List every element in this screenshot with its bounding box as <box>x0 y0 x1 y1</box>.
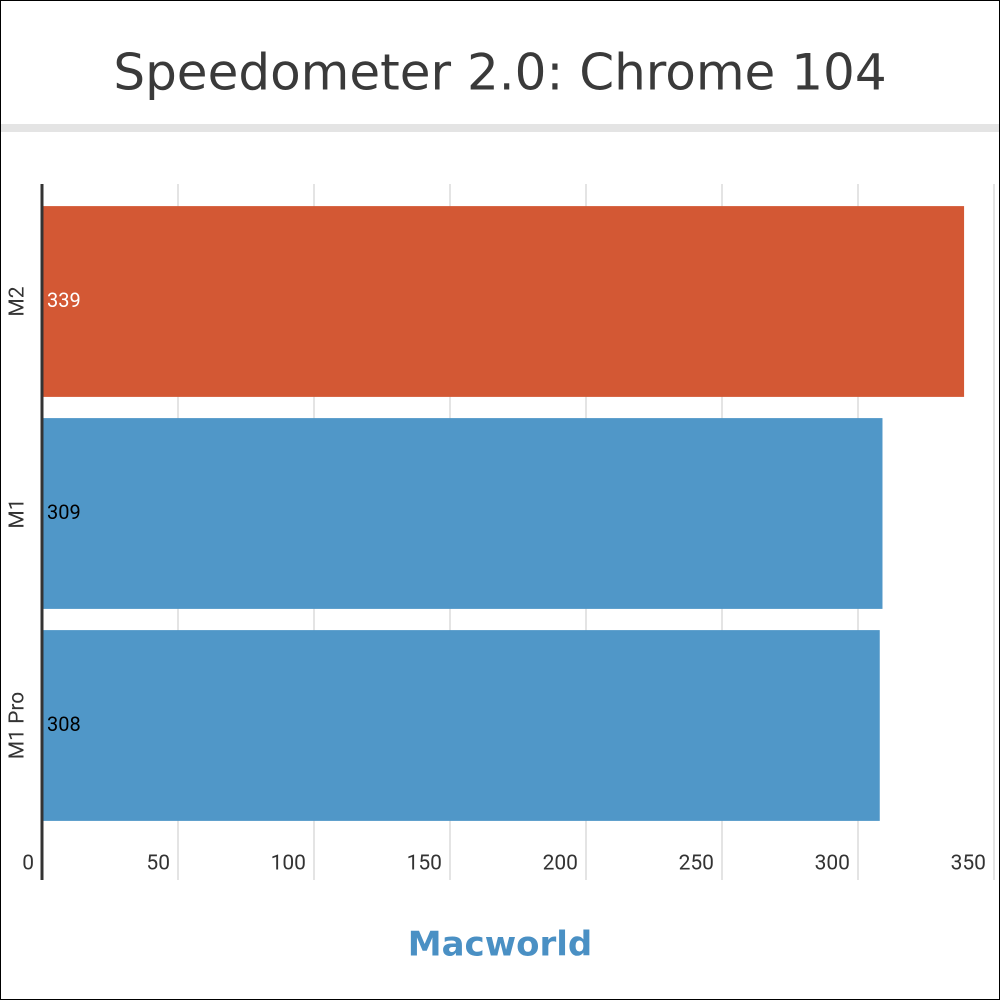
value-label: 308 <box>47 712 81 736</box>
x-tick-label: 150 <box>407 852 442 876</box>
y-tick-label: M1 Pro <box>6 692 30 760</box>
x-tick-label: 300 <box>815 852 850 876</box>
bar <box>42 418 883 609</box>
x-tick-label: 0 <box>22 852 34 876</box>
x-tick-label: 50 <box>146 852 170 876</box>
y-tick-label: M1 <box>6 498 30 528</box>
brand: Macworld <box>408 925 592 965</box>
x-tick-label: 250 <box>679 852 714 876</box>
chart-title: Speedometer 2.0: Chrome 104 <box>113 44 886 102</box>
bar <box>42 206 965 397</box>
value-label: 309 <box>47 500 81 524</box>
x-tick-label: 100 <box>271 852 306 876</box>
bar <box>42 630 880 821</box>
value-label: 339 <box>47 288 81 312</box>
y-tick-label: M2 <box>6 286 30 316</box>
x-tick-label: 200 <box>543 852 578 876</box>
x-tick-label: 350 <box>951 852 986 876</box>
separator <box>1 124 999 132</box>
